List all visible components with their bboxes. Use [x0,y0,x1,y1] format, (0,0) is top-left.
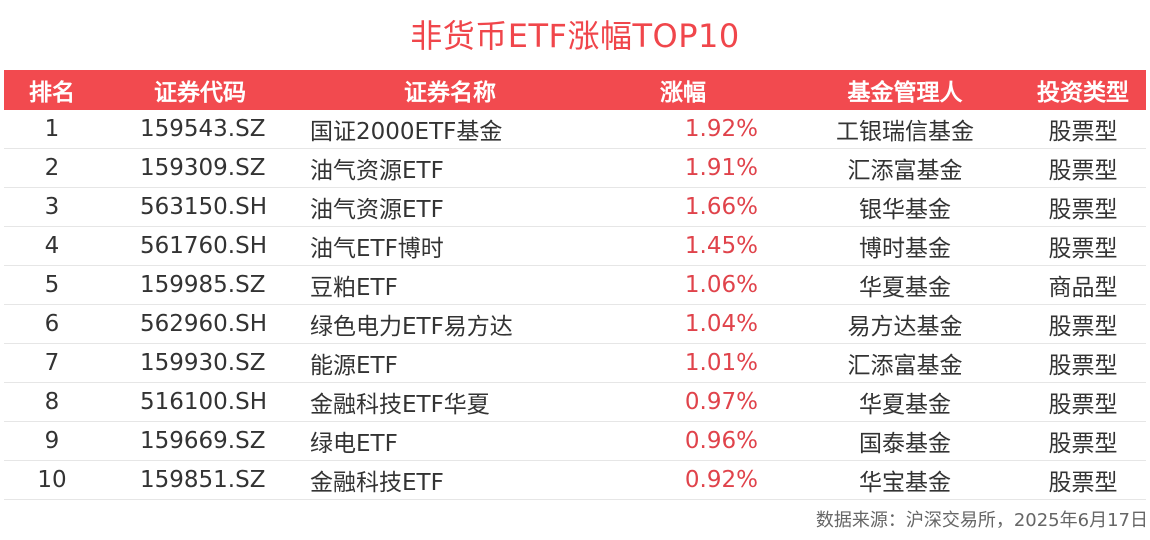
cell-code: 563150.SH [100,187,300,227]
cell-manager: 华宝基金 [790,460,1020,500]
cell-code: 159851.SZ [100,460,300,500]
cell-manager: 华夏基金 [790,382,1020,422]
header-code: 证券代码 [100,70,300,110]
cell-rank: 4 [4,226,100,266]
chart-title: 非货币ETF涨幅TOP10 [410,17,740,55]
header-name: 证券名称 [300,70,600,110]
cell-manager: 汇添富基金 [790,148,1020,188]
cell-change: 1.92% [600,110,790,149]
cell-name: 豆粕ETF [300,265,600,305]
cell-type: 股票型 [1020,187,1146,227]
cell-name: 绿电ETF [300,421,600,461]
cell-code: 562960.SH [100,304,300,344]
table-row: 8 516100.SH 金融科技ETF华夏 0.97% 华夏基金 股票型 [4,382,1146,422]
cell-code: 159669.SZ [100,421,300,461]
cell-type: 股票型 [1020,226,1146,266]
table-row: 6 562960.SH 绿色电力ETF易方达 1.04% 易方达基金 股票型 [4,304,1146,344]
cell-name: 能源ETF [300,343,600,383]
cell-change: 1.66% [600,187,790,227]
cell-change: 0.92% [600,460,790,500]
cell-manager: 银华基金 [790,187,1020,227]
cell-manager: 易方达基金 [790,304,1020,344]
cell-name: 绿色电力ETF易方达 [300,304,600,344]
cell-manager: 汇添富基金 [790,343,1020,383]
cell-change: 1.04% [600,304,790,344]
cell-name: 油气资源ETF [300,187,600,227]
cell-rank: 9 [4,421,100,461]
table-row: 5 159985.SZ 豆粕ETF 1.06% 华夏基金 商品型 [4,265,1146,305]
table-row: 1 159543.SZ 国证2000ETF基金 1.92% 工银瑞信基金 股票型 [4,110,1146,149]
cell-type: 股票型 [1020,460,1146,500]
cell-manager: 国泰基金 [790,421,1020,461]
cell-type: 股票型 [1020,343,1146,383]
cell-type: 股票型 [1020,148,1146,188]
cell-change: 0.97% [600,382,790,422]
cell-code: 159309.SZ [100,148,300,188]
cell-manager: 博时基金 [790,226,1020,266]
cell-code: 561760.SH [100,226,300,266]
cell-rank: 3 [4,187,100,227]
cell-manager: 工银瑞信基金 [790,110,1020,149]
cell-change: 1.91% [600,148,790,188]
header-manager: 基金管理人 [790,70,1020,110]
cell-name: 油气ETF博时 [300,226,600,266]
cell-code: 516100.SH [100,382,300,422]
header-change: 涨幅 [600,70,790,110]
table-row: 10 159851.SZ 金融科技ETF 0.92% 华宝基金 股票型 [4,460,1146,500]
cell-rank: 6 [4,304,100,344]
cell-type: 股票型 [1020,382,1146,422]
table-row: 9 159669.SZ 绿电ETF 0.96% 国泰基金 股票型 [4,421,1146,461]
cell-rank: 7 [4,343,100,383]
table-row: 2 159309.SZ 油气资源ETF 1.91% 汇添富基金 股票型 [4,148,1146,188]
cell-change: 1.06% [600,265,790,305]
cell-code: 159543.SZ [100,110,300,149]
table-body: 1 159543.SZ 国证2000ETF基金 1.92% 工银瑞信基金 股票型 2 1593… [4,110,1146,500]
table-row: 7 159930.SZ 能源ETF 1.01% 汇添富基金 股票型 [4,343,1146,383]
cell-code: 159985.SZ [100,265,300,305]
cell-type: 股票型 [1020,110,1146,149]
table-header-row: 排名 证券代码 证券名称 涨幅 基金管理人 投资类型 [4,70,1146,110]
cell-change: 1.01% [600,343,790,383]
cell-name: 国证2000ETF基金 [300,110,600,149]
table-row: 4 561760.SH 油气ETF博时 1.45% 博时基金 股票型 [4,226,1146,266]
cell-change: 1.45% [600,226,790,266]
cell-rank: 10 [4,460,100,500]
cell-name: 油气资源ETF [300,148,600,188]
cell-type: 商品型 [1020,265,1146,305]
etf-ranking-table: 排名 证券代码 证券名称 涨幅 基金管理人 投资类型 1 159543.SZ 国证2… [4,70,1146,500]
cell-rank: 5 [4,265,100,305]
cell-rank: 2 [4,148,100,188]
cell-type: 股票型 [1020,421,1146,461]
header-rank: 排名 [4,70,100,110]
table-row: 3 563150.SH 油气资源ETF 1.66% 银华基金 股票型 [4,187,1146,227]
cell-name: 金融科技ETF华夏 [300,382,600,422]
cell-rank: 1 [4,110,100,149]
cell-rank: 8 [4,382,100,422]
cell-name: 金融科技ETF [300,460,600,500]
source-note: 数据来源：沪深交易所，2025年6月17日 [815,510,1148,531]
header-type: 投资类型 [1020,70,1146,110]
cell-type: 股票型 [1020,304,1146,344]
cell-manager: 华夏基金 [790,265,1020,305]
cell-change: 0.96% [600,421,790,461]
cell-code: 159930.SZ [100,343,300,383]
